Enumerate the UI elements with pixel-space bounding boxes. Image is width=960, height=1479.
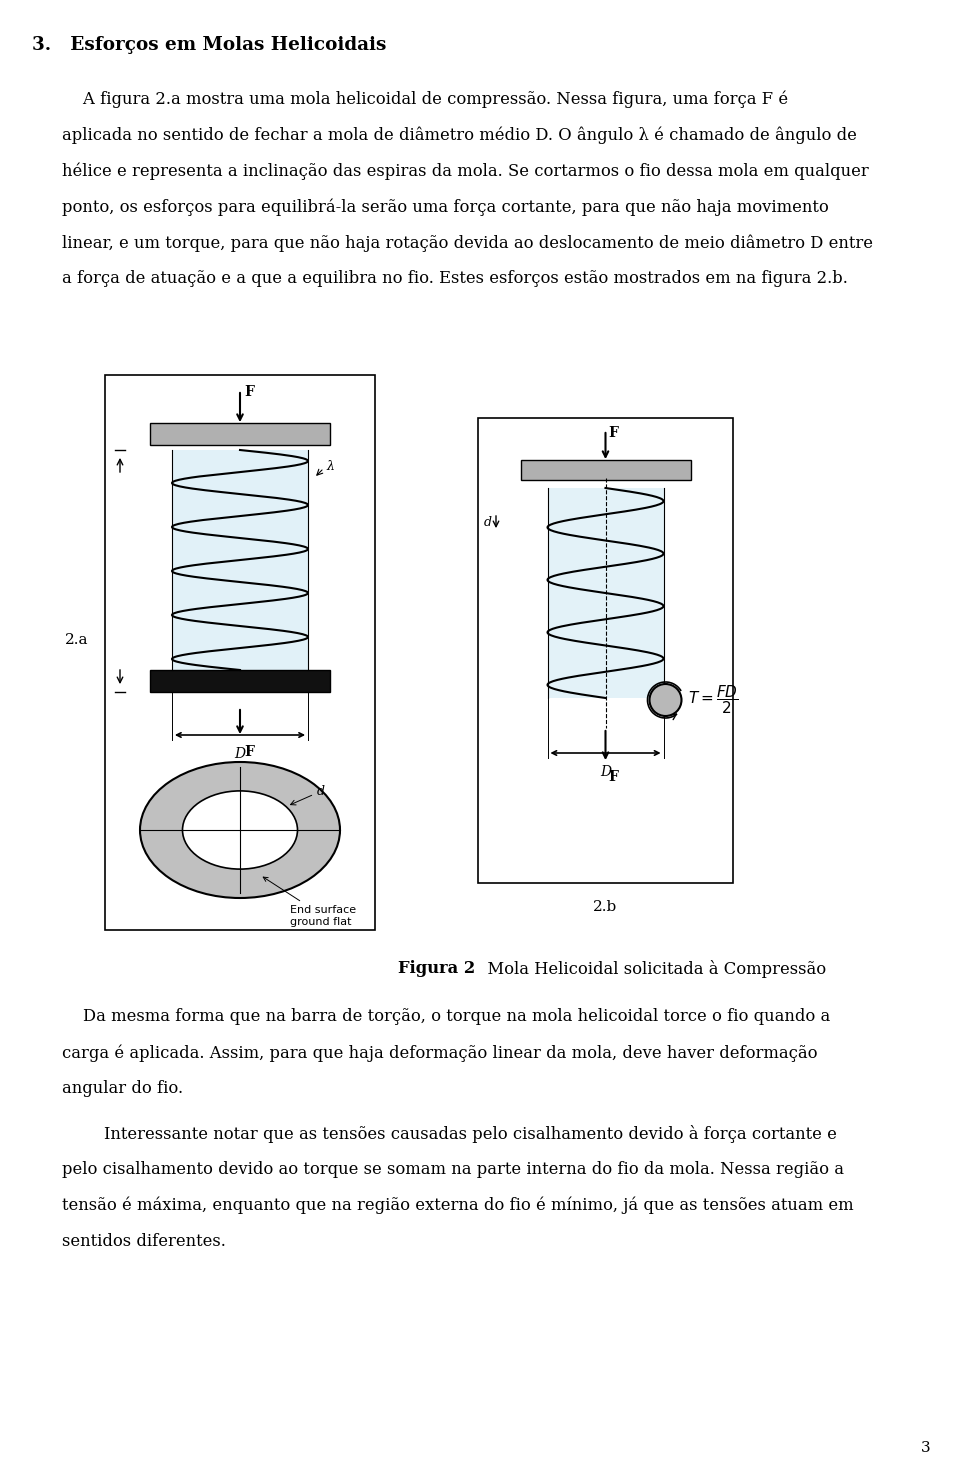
Bar <box>478 419 733 883</box>
Text: Da mesma forma que na barra de torção, o torque na mola helicoidal torce o fio q: Da mesma forma que na barra de torção, o… <box>62 1009 830 1025</box>
Text: A figura 2.a mostra uma mola helicoidal de compressão. Nessa figura, uma força F: A figura 2.a mostra uma mola helicoidal … <box>62 90 788 108</box>
Text: 3.   Esforços em Molas Helicoidais: 3. Esforços em Molas Helicoidais <box>32 35 386 55</box>
Bar <box>547 488 663 698</box>
Text: hélice e representa a inclinação das espiras da mola. Se cortarmos o fio dessa m: hélice e representa a inclinação das esp… <box>62 163 869 179</box>
Text: End surface
ground flat: End surface ground flat <box>263 877 356 927</box>
Text: λ: λ <box>326 460 334 472</box>
Text: F: F <box>244 745 253 759</box>
Text: Mola Helicoidal solicitada à Compressão: Mola Helicoidal solicitada à Compressão <box>477 960 827 978</box>
Text: Figura 2: Figura 2 <box>397 960 475 978</box>
Text: 3: 3 <box>921 1441 930 1455</box>
Text: F: F <box>609 426 618 439</box>
Bar <box>520 460 690 481</box>
Text: carga é aplicada. Assim, para que haja deformação linear da mola, deve haver def: carga é aplicada. Assim, para que haja d… <box>62 1044 818 1062</box>
Text: angular do fio.: angular do fio. <box>62 1080 183 1097</box>
Text: d: d <box>291 785 325 805</box>
Bar <box>150 670 330 692</box>
Text: ponto, os esforços para equilibrá-la serão uma força cortante, para que não haja: ponto, os esforços para equilibrá-la ser… <box>62 198 828 216</box>
Text: Interessante notar que as tensões causadas pelo cisalhamento devido à força cort: Interessante notar que as tensões causad… <box>62 1126 837 1143</box>
Bar <box>105 376 375 930</box>
Text: F: F <box>609 771 618 784</box>
Text: linear, e um torque, para que não haja rotação devida ao deslocamento de meio di: linear, e um torque, para que não haja r… <box>62 234 873 251</box>
Text: a força de atuação e a que a equilibra no fio. Estes esforços estão mostrados em: a força de atuação e a que a equilibra n… <box>62 271 848 287</box>
Text: 2.b: 2.b <box>593 901 617 914</box>
Text: F: F <box>244 385 253 399</box>
Text: aplicada no sentido de fechar a mola de diâmetro médio D. O ângulo λ é chamado d: aplicada no sentido de fechar a mola de … <box>62 126 857 143</box>
Ellipse shape <box>140 762 340 898</box>
Ellipse shape <box>182 791 298 870</box>
Text: pelo cisalhamento devido ao torque se somam na parte interna do fio da mola. Nes: pelo cisalhamento devido ao torque se so… <box>62 1161 844 1177</box>
Text: d: d <box>484 516 492 528</box>
Text: D: D <box>234 747 246 762</box>
Circle shape <box>650 683 682 716</box>
Text: $T = \dfrac{FD}{2}$: $T = \dfrac{FD}{2}$ <box>687 683 738 716</box>
Text: D: D <box>600 765 612 779</box>
Text: sentidos diferentes.: sentidos diferentes. <box>62 1233 226 1250</box>
Bar <box>150 423 330 445</box>
Bar <box>172 450 308 670</box>
Text: tensão é máxima, enquanto que na região externa do fio é mínimo, já que as tensõ: tensão é máxima, enquanto que na região … <box>62 1197 853 1214</box>
Text: 2.a: 2.a <box>65 633 88 646</box>
